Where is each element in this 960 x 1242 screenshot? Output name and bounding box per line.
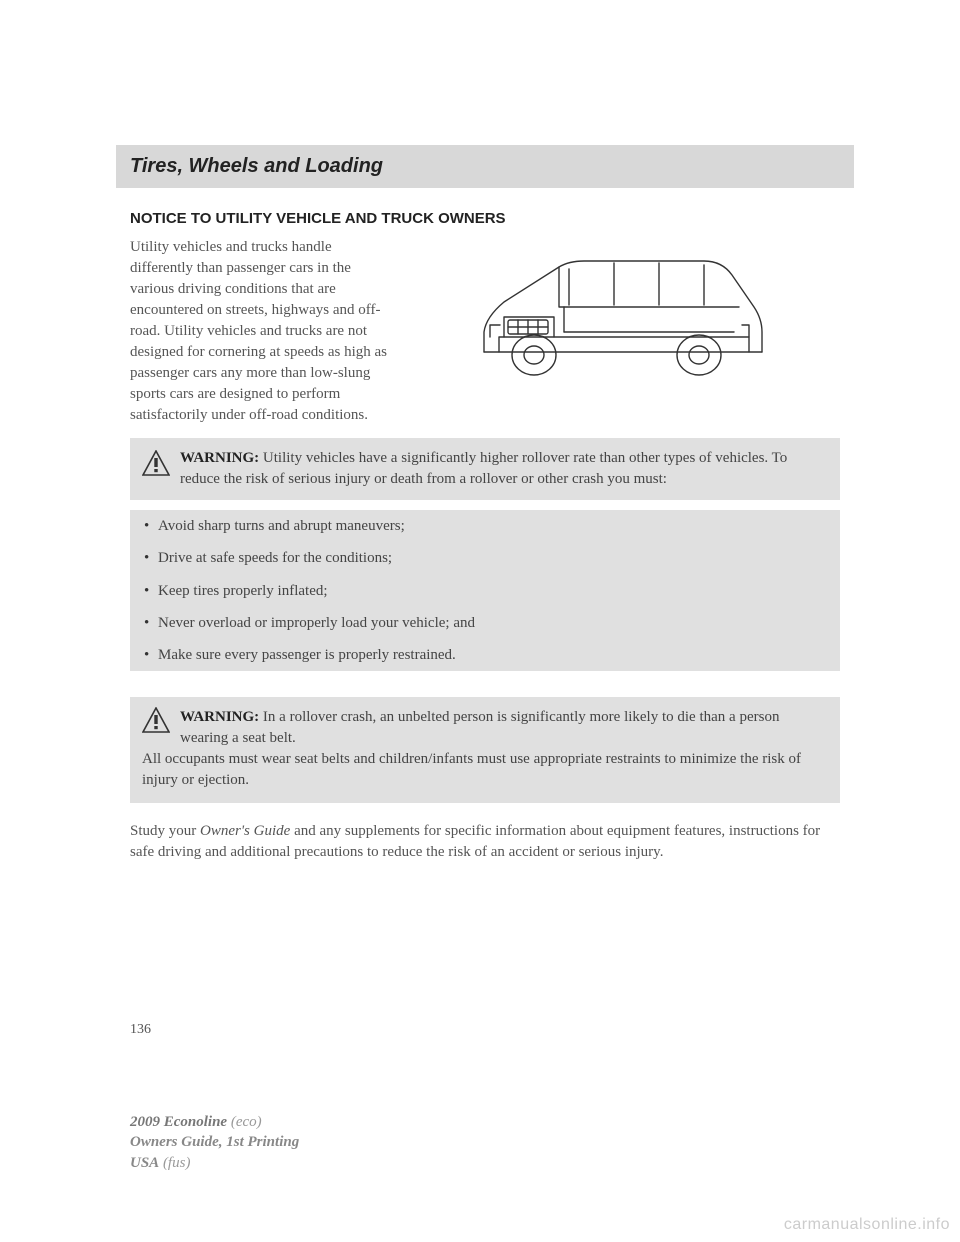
- footer-region: USA: [130, 1155, 159, 1171]
- list-item: Drive at safe speeds for the conditions;: [130, 542, 840, 574]
- section-header: Tires, Wheels and Loading: [116, 145, 854, 188]
- warning-icon: [142, 450, 170, 483]
- intro-paragraph: Utility vehicles and trucks handle diffe…: [130, 237, 390, 426]
- warning-1-body: WARNING: Utility vehicles have a signifi…: [180, 448, 828, 490]
- warning-1-text: Utility vehicles have a significantly hi…: [180, 450, 787, 487]
- footer-guide: Owners Guide, 1st Printing: [130, 1132, 299, 1152]
- section-header-text: Tires, Wheels and Loading: [130, 155, 383, 177]
- footer-model: 2009 Econoline: [130, 1114, 227, 1130]
- warning-box-1: WARNING: Utility vehicles have a signifi…: [130, 438, 840, 500]
- study-paragraph: Study your Owner's Guide and any supplem…: [130, 821, 840, 863]
- footer-model-paren: (eco): [231, 1114, 262, 1130]
- list-item: Keep tires properly inflated;: [130, 575, 840, 607]
- warning-box-2: WARNING: In a rollover crash, an unbelte…: [130, 697, 840, 803]
- footer-block: 2009 Econoline (eco) Owners Guide, 1st P…: [130, 1112, 299, 1173]
- warning-2-cont: All occupants must wear seat belts and c…: [142, 749, 828, 791]
- study-pre: Study your: [130, 823, 200, 839]
- list-item: Avoid sharp turns and abrupt maneuvers;: [130, 510, 840, 542]
- intro-row: Utility vehicles and trucks handle diffe…: [130, 237, 840, 426]
- list-item: Never overload or improperly load your v…: [130, 607, 840, 639]
- notice-title: NOTICE TO UTILITY VEHICLE AND TRUCK OWNE…: [130, 210, 840, 227]
- suv-line-art: [464, 237, 774, 397]
- page-number: 136: [130, 1022, 151, 1038]
- study-emphasis: Owner's Guide: [200, 823, 290, 839]
- warning-2-label: WARNING:: [180, 709, 259, 725]
- warning-bullet-list: Avoid sharp turns and abrupt maneuvers; …: [130, 510, 840, 671]
- suv-illustration: [398, 237, 840, 426]
- watermark: carmanualsonline.info: [784, 1216, 950, 1234]
- warning-1-label: WARNING:: [180, 450, 259, 466]
- warning-icon: [142, 707, 170, 740]
- warning-2-lead: In a rollover crash, an unbelted person …: [180, 709, 779, 746]
- footer-region-paren: (fus): [163, 1155, 191, 1171]
- list-item: Make sure every passenger is properly re…: [130, 639, 840, 671]
